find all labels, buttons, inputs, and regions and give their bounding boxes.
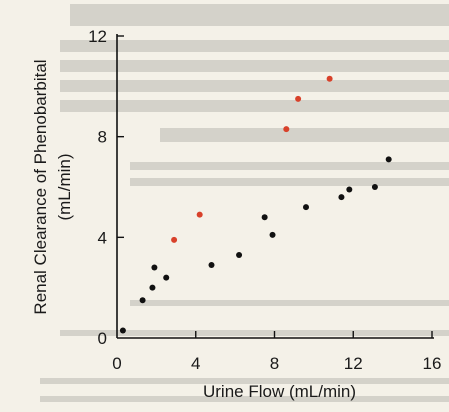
black-data-point [151,264,158,271]
y-tick-label: 4 [98,228,107,247]
bg-bar-4 [60,80,449,92]
y-axis-title: Renal Clearance of Phenobarbital (mL/min… [31,59,74,314]
black-data-point [236,251,243,258]
red-data-point [283,126,290,133]
y-tick-label: 0 [98,329,107,348]
bg-bar-10 [60,330,449,336]
y-tick-label: 8 [98,128,107,147]
bg-bar-12 [40,396,449,402]
y-tick-label: 12 [88,27,107,46]
red-data-point [196,211,203,218]
y-axis-title-line-1: Renal Clearance of Phenobarbital [31,59,50,314]
bg-bar-3 [60,60,449,72]
black-data-point [371,184,378,190]
black-data-point [303,204,309,211]
ticks: 0 4 8 12 16 0 4 8 12 [88,27,441,373]
red-data-point [326,75,333,82]
bg-bar-9 [130,300,449,306]
black-data-point [149,284,156,291]
black-data-point [261,214,268,221]
x-tick-label: 4 [191,354,200,373]
black-data-point [346,186,353,193]
x-tick-label: 0 [112,354,121,373]
x-axis-title: Urine Flow (mL/min) [203,382,356,401]
y-axis-title-line-2: (mL/min) [55,153,74,220]
bg-bar-11 [40,378,449,384]
black-data-point [338,194,345,201]
x-tick-label: 12 [344,354,363,373]
black-data-point [163,274,170,281]
axes [116,34,434,339]
black-data-point [269,231,276,238]
bg-bar-8 [130,178,449,186]
red-data-point [171,236,178,243]
x-tick-label: 8 [270,354,279,373]
black-data-point [119,327,126,334]
bg-bar-1 [70,4,449,26]
red-data-point [295,95,302,102]
black-data-point [139,297,146,304]
bg-bar-7 [130,162,449,170]
bg-bar-6 [160,128,449,142]
black-data-point [208,262,215,269]
bg-bar-2 [60,40,449,52]
bg-bar-5 [60,100,449,112]
data-points [119,75,392,334]
black-data-point [385,156,392,163]
x-tick-label: 16 [423,354,442,373]
